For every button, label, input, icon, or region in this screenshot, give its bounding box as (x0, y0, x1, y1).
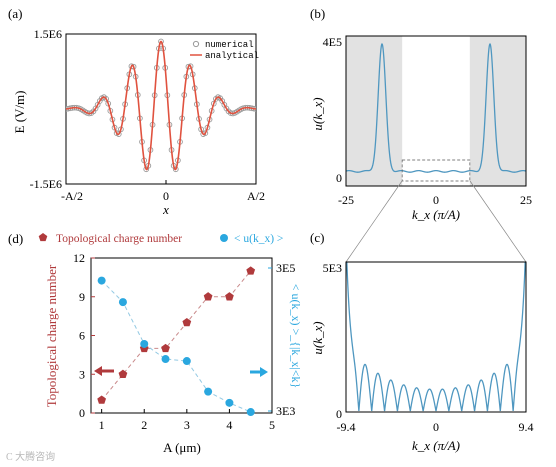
panel-a: (a) 1.5E6 -1.5E6 -A/2 0 A/2 x E (V/m) nu… (8, 6, 265, 217)
panel-a-xtick-left: -A/2 (61, 189, 83, 203)
panel-d-xtick-label: 2 (141, 418, 147, 432)
u-kx-average-point (118, 298, 127, 307)
panel-c-xlabel: k_x (π/A) (412, 438, 460, 453)
panel-c-axes-frame (345, 261, 527, 413)
topological-charge-point (118, 369, 128, 378)
panel-c-xtick-right: 9.4 (519, 420, 534, 434)
u-kx-average-point (161, 355, 170, 364)
topological-charge-point (97, 395, 107, 404)
shaded-region-1 (469, 36, 526, 186)
panel-b-axes-frame (345, 35, 527, 187)
panel-d-ytick-left-label: 9 (79, 290, 85, 304)
legend-marker-topological (38, 233, 48, 242)
legend-marker-numerical (192, 40, 200, 48)
u-kx-average-point (246, 408, 255, 417)
panel-a-ytick-top: 1.5E6 (34, 27, 62, 41)
panel-d-label: (d) (8, 231, 23, 246)
panel-d-xtick-label: 1 (99, 418, 105, 432)
arrow-left-axis (94, 366, 114, 376)
panel-a-label: (a) (8, 6, 22, 21)
zoom-connectors (345, 180, 527, 263)
topological-charge-point (225, 292, 234, 301)
panel-d-ytick-left-label: 0 (79, 406, 85, 420)
panel-c: (c) 5E3 0 -9.4 0 9.4 k_x (π/A) u(k_x) (310, 230, 534, 453)
panel-d-ytick-left-label: 6 (79, 329, 85, 343)
panel-d-xlabel: A (μm) (163, 440, 201, 455)
panel-d-ylabel-left: Topological charge number (44, 264, 59, 407)
panel-b-ytick-top: 4E5 (323, 35, 342, 49)
numerical-point (172, 166, 179, 173)
series-1-dashed-line (101, 280, 251, 413)
panel-a-xtick-right: A/2 (247, 189, 265, 203)
panel-d-xtick-label: 3 (184, 418, 190, 432)
panel-c-plot-area (346, 262, 526, 412)
panel-d-xtick-label: 4 (226, 418, 232, 432)
panel-c-xtick-mid: 0 (433, 420, 439, 434)
panel-b-xlabel: k_x (π/A) (412, 207, 460, 222)
arrow-right-axis (250, 367, 268, 377)
panel-c-ytick-bottom: 0 (336, 407, 342, 421)
series-0-dashed-line (101, 270, 252, 401)
panel-a-ytick-bottom: -1.5E6 (30, 177, 62, 191)
panel-a-xtick-mid: 0 (163, 189, 169, 203)
analytical-series-line (66, 40, 256, 171)
u-kx-series-line (346, 42, 526, 173)
u-kx-average-point (97, 276, 106, 285)
panel-c-xtick-left: -9.4 (337, 420, 356, 434)
u-kx-average-point (182, 357, 191, 366)
zoom-connector-left (345, 180, 403, 263)
panel-b: (b) 4E5 0 -25 0 25 k_x (π/A) u(k_x) (310, 6, 532, 222)
legend-marker-u (220, 234, 228, 242)
panel-d: (d) Topological charge number < u(k_x) >… (8, 231, 303, 455)
legend-label-u: < u(k_x) > (234, 233, 283, 245)
zoom-box (401, 159, 471, 182)
panel-c-ytick-top: 5E3 (323, 261, 342, 275)
panel-d-ylabel-right: < u(k_x) >_{|k_x|<k} (289, 284, 303, 389)
panel-d-axes-frame (90, 257, 273, 414)
panel-a-ylabel: E (V/m) (12, 91, 27, 134)
panel-b-xtick-mid: 0 (433, 193, 439, 207)
panel-b-ytick-bottom: 0 (336, 171, 342, 185)
topological-charge-point (161, 343, 170, 353)
numerical-point (158, 38, 164, 45)
panel-c-ylabel: u(k_x) (310, 321, 325, 354)
zoom-connector-right (469, 180, 527, 263)
panel-d-ytick-left-label: 12 (73, 251, 85, 265)
panel-b-xtick-left: -25 (338, 193, 354, 207)
panel-d-plot-area (97, 266, 256, 417)
panel-b-plot-area (346, 36, 526, 186)
topological-charge-point (203, 292, 213, 301)
panel-d-xtick-label: 5 (269, 418, 275, 432)
numerical-point (103, 96, 109, 102)
panel-a-ticks (65, 180, 257, 184)
panel-b-label: (b) (310, 6, 325, 21)
topological-charge-point (182, 317, 192, 327)
panel-a-plot-area (66, 38, 256, 173)
u-kx-average-point (140, 339, 149, 348)
topological-charge-point (246, 266, 256, 275)
panel-d-ytick-right-label: 3E5 (276, 261, 295, 275)
legend-label-analytical: analytical (205, 51, 259, 61)
u-kx-zoom-series-line (346, 262, 526, 412)
panel-b-ylabel: u(k_x) (310, 97, 325, 130)
panel-c-label: (c) (310, 230, 324, 245)
panel-a-xlabel: x (162, 202, 169, 217)
u-kx-average-point (225, 398, 234, 407)
panel-d-ytick-left-label: 3 (79, 367, 85, 381)
panel-a-legend: numerical analytical (190, 40, 259, 61)
panel-d-ytick-right-label: 3E3 (276, 404, 295, 418)
legend-label-numerical: numerical (205, 40, 254, 50)
legend-label-topological: Topological charge number (56, 233, 182, 245)
panel-b-xtick-right: 25 (520, 193, 532, 207)
watermark: C 大腾咨询 (6, 450, 55, 463)
panel-d-legend: Topological charge number < u(k_x) > (38, 233, 283, 245)
u-kx-average-point (204, 387, 213, 396)
shaded-region-0 (346, 36, 403, 186)
